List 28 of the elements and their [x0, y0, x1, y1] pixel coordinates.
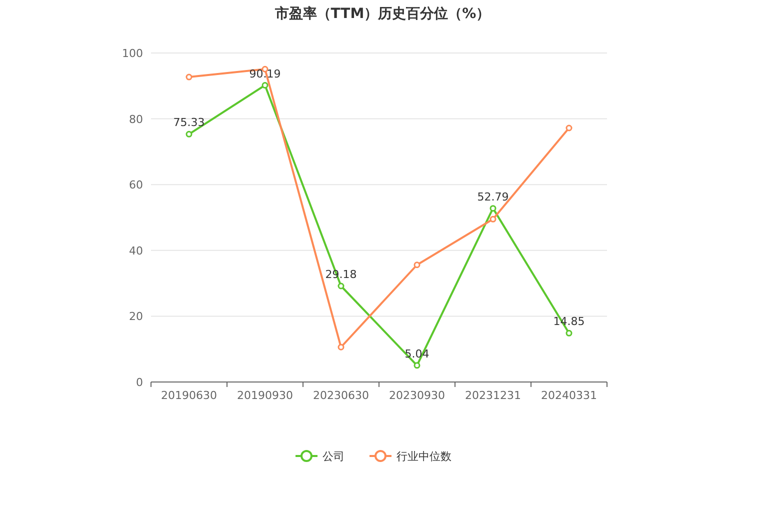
- y-tick-label: 80: [129, 112, 143, 126]
- chart-title: 市盈率（TTM）历史百分位（%）: [274, 5, 490, 22]
- point: [338, 344, 344, 350]
- x-tick-label: 20231231: [465, 389, 521, 402]
- y-tick-label: 0: [136, 376, 143, 389]
- x-tick-label: 20230630: [313, 389, 369, 402]
- point: [566, 330, 572, 336]
- legend-label: 行业中位数: [396, 450, 452, 463]
- y-tick-label: 20: [129, 310, 143, 324]
- point: [186, 74, 192, 80]
- point: [414, 362, 420, 369]
- y-tick-label: 60: [129, 178, 143, 192]
- y-tick-label: 100: [122, 47, 143, 60]
- data-label: 75.33: [173, 116, 205, 130]
- point: [186, 130, 192, 138]
- x-tick-label: 20230930: [389, 389, 445, 402]
- point: [490, 216, 496, 222]
- legend-label: 公司: [322, 450, 344, 463]
- point: [338, 282, 344, 290]
- y-tick-label: 40: [129, 244, 143, 258]
- point: [566, 124, 572, 132]
- point: [490, 205, 496, 212]
- x-tick-label: 20190630: [161, 389, 217, 402]
- point: [262, 82, 268, 89]
- point: [414, 262, 420, 268]
- x-tick-label: 20190930: [237, 389, 293, 402]
- x-tick-label: 20240331: [541, 389, 597, 402]
- data-label: 52.79: [477, 190, 509, 204]
